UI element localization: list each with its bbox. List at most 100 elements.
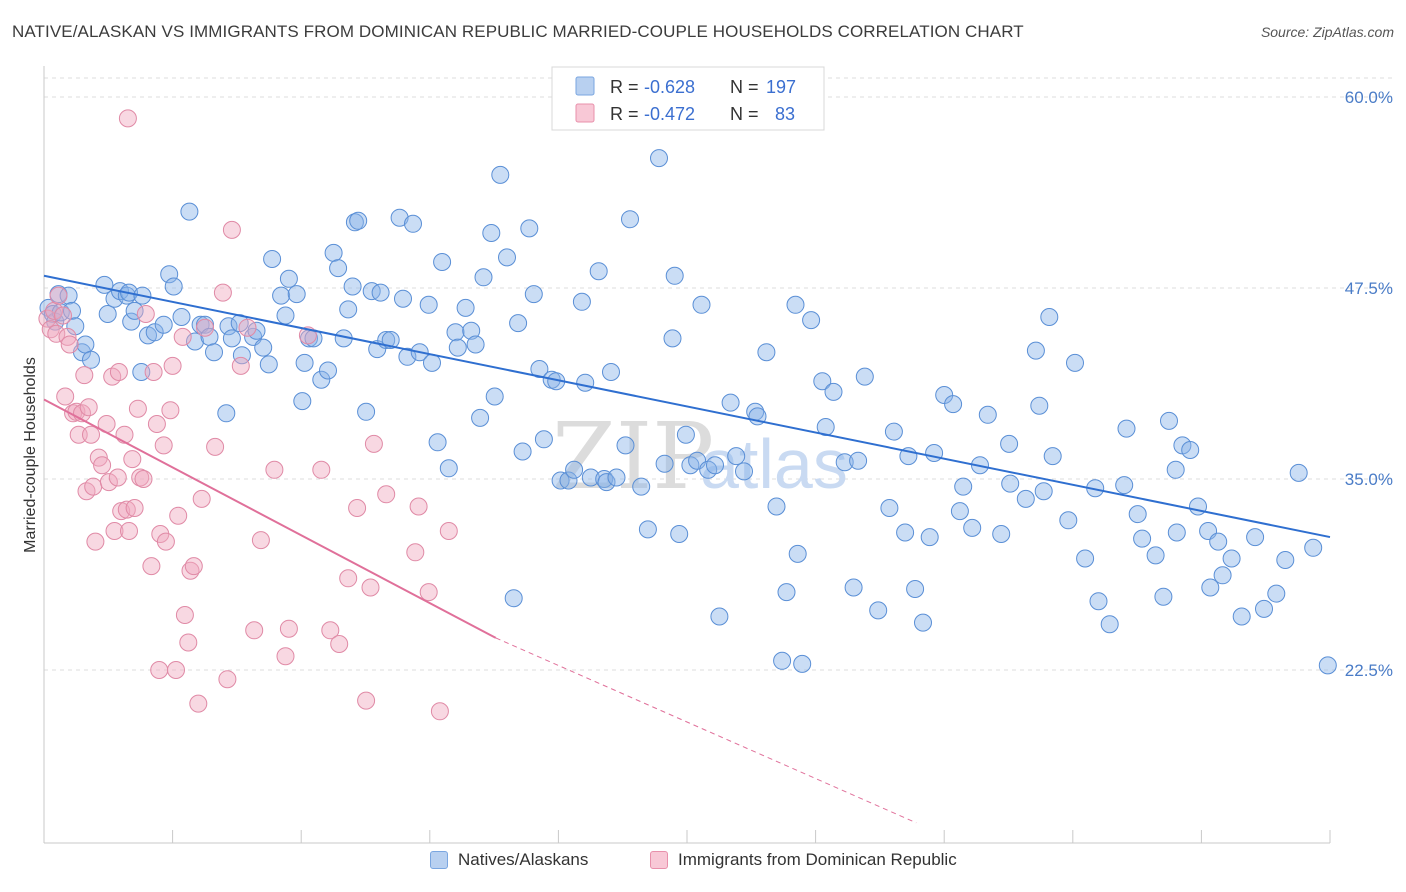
data-point — [86, 532, 105, 551]
data-point — [82, 350, 100, 369]
data-point — [1276, 551, 1295, 569]
data-point — [802, 311, 821, 330]
data-point — [665, 266, 684, 285]
data-point — [105, 522, 124, 540]
data-point — [1267, 584, 1286, 603]
data-point — [272, 286, 291, 305]
stats-legend-frame — [551, 66, 825, 131]
data-point — [419, 295, 438, 314]
data-point — [196, 318, 214, 337]
data-point — [896, 523, 915, 542]
data-point — [394, 289, 412, 308]
trend-line-1 — [43, 398, 497, 639]
data-point — [721, 393, 740, 412]
data-point — [123, 450, 142, 469]
data-point — [321, 621, 340, 640]
legend-item-natives[interactable]: Natives/Alaskans — [430, 850, 588, 870]
data-point — [132, 363, 151, 381]
data-point — [1059, 511, 1078, 530]
data-point — [663, 329, 682, 348]
data-point — [145, 323, 164, 342]
data-point — [180, 202, 199, 221]
data-point — [1034, 482, 1053, 501]
data-point — [84, 477, 103, 496]
data-point — [963, 518, 982, 537]
data-point — [125, 499, 144, 517]
data-point — [1030, 396, 1049, 415]
data-point — [978, 405, 997, 424]
data-point — [954, 477, 973, 496]
data-point — [509, 314, 528, 333]
data-point — [364, 434, 383, 453]
data-point — [161, 401, 180, 420]
data-point — [1304, 538, 1323, 557]
data-point — [279, 619, 298, 638]
data-point — [1289, 463, 1308, 482]
data-point — [222, 329, 241, 348]
legend-n-label-2: N = — [730, 104, 759, 124]
data-point — [128, 399, 147, 418]
legend-swatch-dominican-bottom — [650, 851, 668, 869]
data-point — [880, 499, 899, 517]
data-point — [361, 578, 380, 597]
stats-legend: R = -0.628 N = 197 R = -0.472 N = 83 — [551, 66, 825, 131]
data-point — [263, 250, 282, 268]
data-point — [357, 402, 376, 421]
data-point — [844, 578, 863, 597]
data-point — [925, 444, 944, 462]
data-point — [219, 317, 238, 336]
data-point — [218, 670, 237, 689]
data-point — [944, 395, 963, 414]
y-tick-label-1: 35.0% — [1345, 470, 1393, 489]
data-point — [136, 305, 155, 323]
data-point — [1213, 566, 1232, 585]
data-point — [231, 356, 250, 375]
data-point — [1040, 308, 1059, 326]
data-point — [462, 321, 481, 340]
data-point — [559, 471, 578, 490]
data-point — [330, 635, 349, 653]
data-point — [98, 305, 117, 323]
data-point — [1089, 592, 1108, 611]
data-point — [597, 473, 616, 492]
data-point — [433, 253, 452, 271]
data-point — [466, 335, 485, 354]
data-point — [428, 433, 447, 452]
data-point — [259, 355, 278, 374]
grid-layer — [44, 77, 1392, 671]
data-point — [430, 702, 449, 721]
data-point — [835, 453, 854, 472]
data-point — [357, 691, 376, 710]
series-0 — [39, 149, 1337, 675]
data-point — [1318, 656, 1337, 675]
data-point — [869, 601, 888, 620]
data-point — [551, 471, 570, 490]
data-point — [534, 430, 553, 449]
data-point — [324, 243, 343, 262]
data-point — [474, 268, 493, 287]
data-point — [115, 425, 134, 444]
data-point — [813, 372, 832, 391]
data-point — [156, 532, 175, 551]
data-point — [1016, 489, 1035, 508]
legend-label-natives: Natives/Alaskans — [458, 850, 589, 869]
watermark-atlas: atlas — [700, 425, 848, 503]
data-point — [56, 387, 75, 406]
data-point — [108, 468, 127, 487]
data-point — [950, 502, 969, 521]
data-point — [706, 456, 724, 475]
data-point — [49, 286, 68, 305]
data-point — [276, 647, 295, 666]
legend-item-dominican[interactable]: Immigrants from Dominican Republic — [650, 850, 957, 870]
legend-r-value-2: -0.472 — [644, 104, 695, 124]
data-point — [339, 569, 358, 588]
points-layer — [38, 109, 1337, 721]
data-point — [1146, 546, 1165, 565]
data-point — [565, 460, 584, 479]
data-point — [293, 392, 312, 411]
data-point — [117, 500, 136, 519]
data-point — [602, 363, 620, 381]
data-point — [47, 324, 66, 343]
data-point — [175, 606, 194, 624]
data-point — [206, 437, 225, 456]
